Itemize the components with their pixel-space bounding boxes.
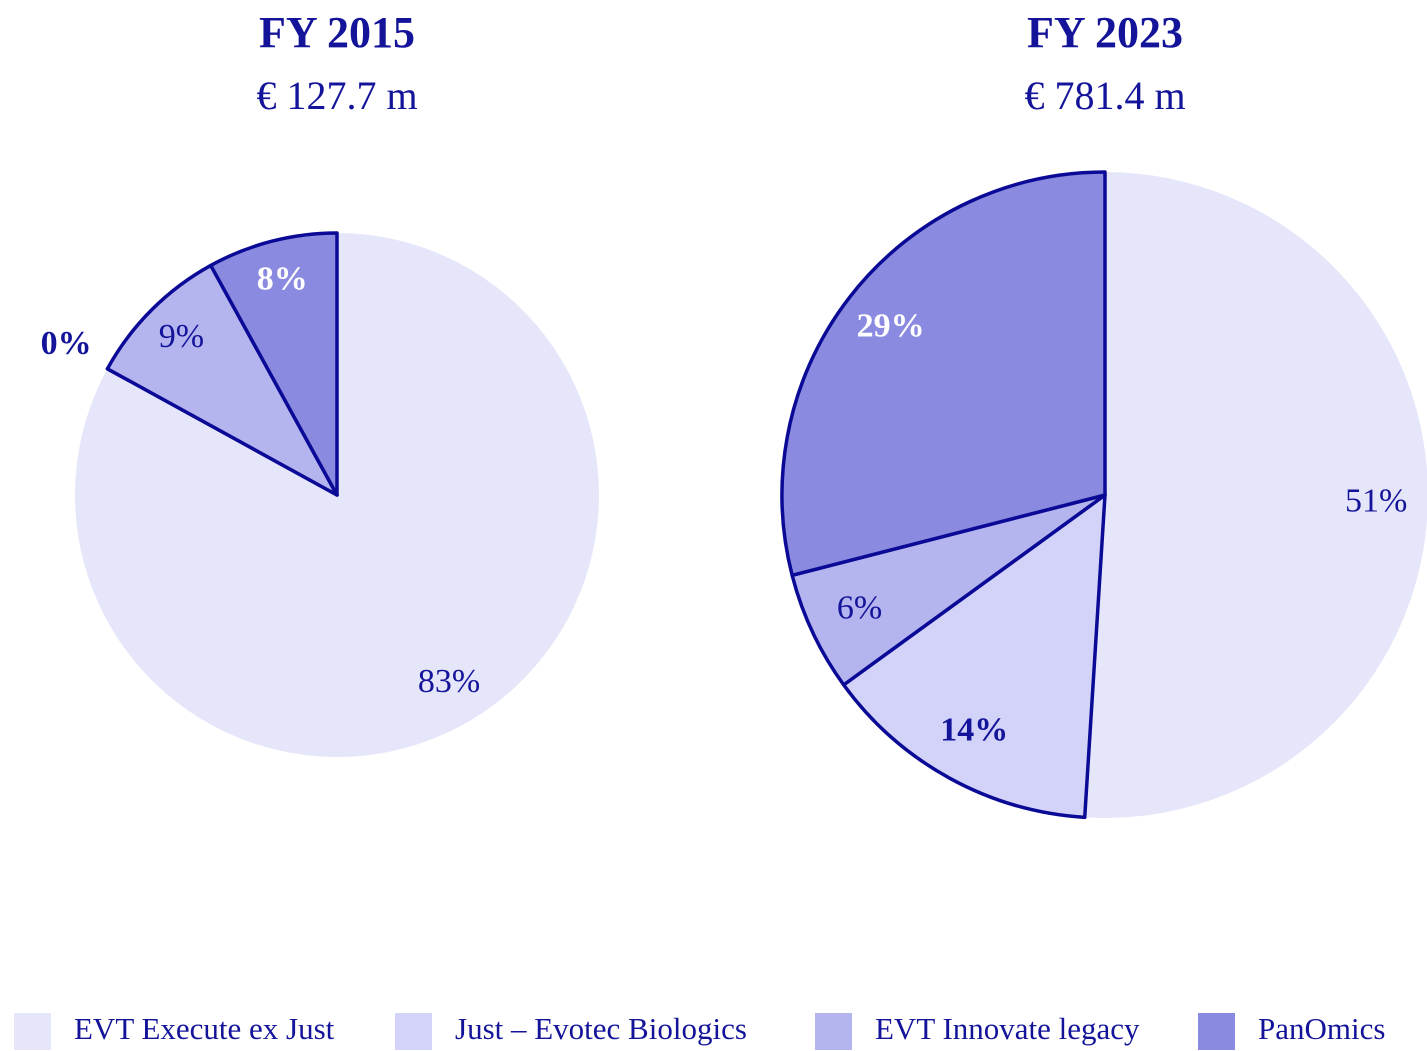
legend-swatch — [395, 1013, 432, 1050]
pie-slice — [1084, 172, 1427, 818]
pie-slice — [105, 263, 339, 497]
chart-title: FY 2015 — [259, 8, 415, 57]
legend-label: EVT Execute ex Just — [74, 1011, 335, 1046]
legend-swatch — [1198, 1013, 1235, 1050]
data-label: 0% — [41, 325, 92, 362]
chart-subtitle: € 127.7 m — [256, 73, 417, 118]
data-label: 14% — [940, 712, 1008, 749]
pie-slice — [790, 493, 1107, 687]
data-label: 51% — [1345, 482, 1407, 519]
pie-slice — [780, 170, 1107, 578]
legend-label: Just – Evotec Biologics — [455, 1011, 747, 1046]
chart-title: FY 2023 — [1027, 8, 1183, 57]
legend-swatch — [14, 1013, 51, 1050]
legend-swatch — [815, 1013, 852, 1050]
pie-slice — [841, 493, 1107, 820]
legend-label: PanOmics — [1258, 1011, 1385, 1046]
data-label: 8% — [257, 261, 308, 298]
data-label: 6% — [837, 589, 882, 626]
chart-subtitle: € 781.4 m — [1024, 73, 1185, 118]
legend-label: EVT Innovate legacy — [875, 1011, 1140, 1046]
data-label: 29% — [857, 308, 925, 345]
pie-slice — [209, 231, 339, 497]
data-label: 83% — [418, 663, 480, 700]
data-label: 9% — [159, 318, 204, 355]
